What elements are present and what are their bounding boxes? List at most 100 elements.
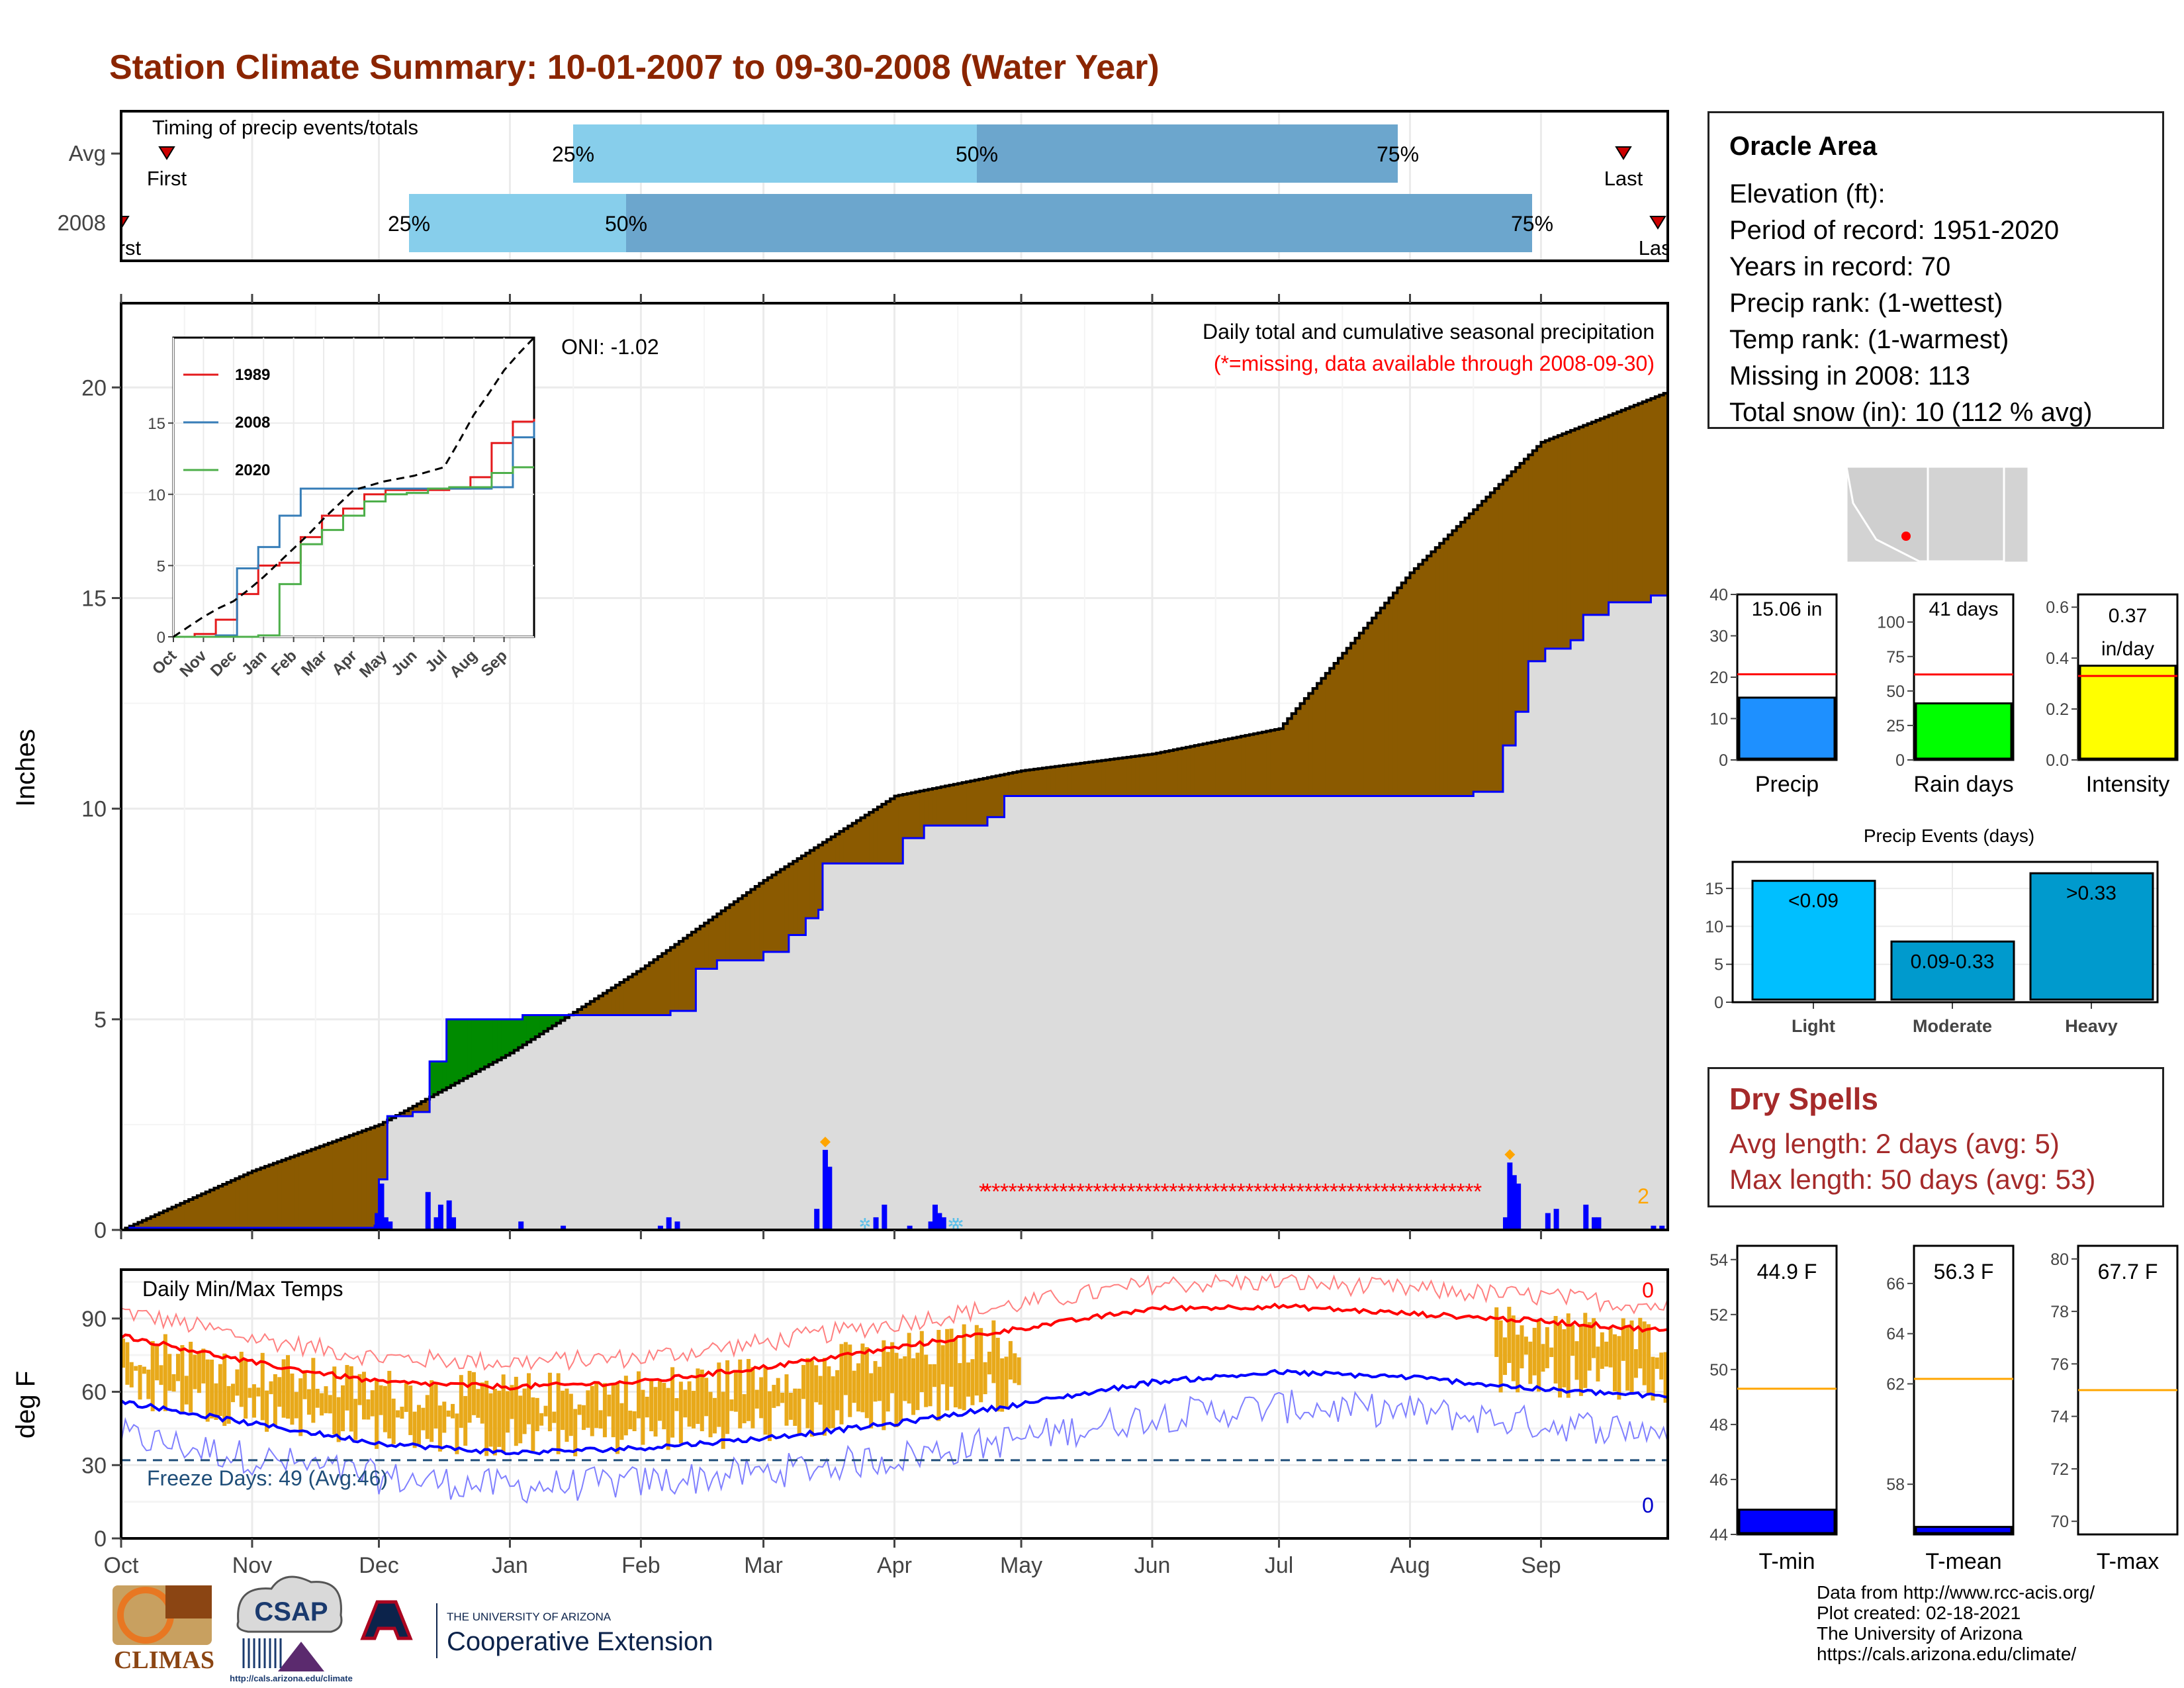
daily-precip-bar [375,1213,381,1230]
daily-temp-bar [1017,1357,1021,1385]
first-label: First [147,167,187,190]
missing-data-asterisk: * [1312,1180,1321,1205]
snow-marker: ✲ [948,1215,960,1232]
deficit-area [924,790,929,826]
timing-bar-50-75 [977,124,1398,183]
summary-y-tick-label: 10 [1709,710,1728,729]
deficit-area [717,914,722,961]
daily-temp-bar [547,1372,552,1432]
ua-logo-line1: THE UNIVERSITY OF ARIZONA [447,1611,612,1623]
missing-data-asterisk: * [1126,1180,1135,1205]
daily-temp-bar [1621,1318,1625,1361]
daily-temp-bar [535,1397,539,1432]
deficit-area [594,998,600,1015]
deficit-area [1148,754,1153,796]
surplus-area [437,1061,443,1093]
daily-temp-bar [729,1399,734,1411]
missing-data-asterisk: * [1397,1180,1406,1205]
daily-temp-bar [1570,1325,1575,1356]
daily-temp-bar [573,1409,578,1456]
timing-row-label: Avg [69,141,106,165]
deficit-area [1427,555,1432,796]
deficit-area [150,1216,156,1228]
missing-data-asterisk: * [1203,1180,1211,1205]
daily-precip-bar [1545,1213,1551,1230]
deficit-area [171,1207,177,1228]
daily-temp-bar [366,1399,371,1420]
deficit-area [1633,405,1639,602]
deficit-area [1431,551,1436,796]
daily-temp-bar [949,1329,954,1387]
deficit-area [1570,430,1576,641]
deficit-area [1017,771,1022,796]
deficit-area [239,1176,244,1228]
deficit-area [1283,724,1288,796]
summary-y-tick-label: 30 [1709,628,1728,646]
daily-temp-bar [248,1387,252,1398]
missing-data-asterisk: * [1245,1180,1253,1205]
daily-temp-bar [818,1376,823,1405]
daily-temp-bar [561,1390,565,1430]
deficit-area [1059,765,1064,796]
daily-temp-bar [408,1385,413,1435]
deficit-area [1342,653,1347,796]
daily-temp-bar [1633,1349,1638,1378]
daily-temp-bar [265,1390,269,1432]
daily-temp-bar [150,1341,155,1411]
deficit-area [1262,731,1267,796]
deficit-area [1021,771,1026,796]
deficit-area [231,1180,236,1228]
deficit-area [1625,408,1631,602]
deficit-area [159,1213,164,1228]
daily-temp-bar [1516,1335,1520,1393]
missing-data-asterisk: * [1025,1180,1034,1205]
daily-temp-bar [747,1358,751,1421]
temp-bar-frame [1913,1244,2015,1536]
deficit-area [375,1126,380,1226]
surplus-area [471,1019,477,1074]
missing-data-asterisk: * [1211,1180,1220,1205]
missing-data-asterisk: * [979,1180,987,1205]
missing-data-asterisk: * [1009,1180,1017,1205]
daily-temp-bar [611,1384,615,1438]
temp-bar-y-tick-label: 64 [1886,1325,1905,1344]
daily-temp-bar [565,1388,569,1442]
deficit-area [928,789,933,826]
daily-temp-bar [387,1370,392,1439]
deficit-area [1114,759,1119,796]
daily-precip-bar [814,1209,820,1230]
deficit-area [1270,730,1275,796]
deficit-area [818,845,823,910]
daily-temp-bar [1612,1334,1617,1391]
daily-temp-bar [471,1372,476,1415]
month-label: Apr [877,1553,912,1578]
main-chart-title: Daily total and cumulative seasonal prec… [1203,320,1655,344]
daily-temp-bar [700,1370,704,1432]
timing-50-label: 50% [605,212,647,236]
deficit-area [1304,698,1309,796]
deficit-area [1414,568,1419,796]
daily-temp-bar [708,1391,713,1438]
inset-average-line [173,336,535,638]
daily-temp-bar [1651,1356,1655,1401]
daily-temp-bar [873,1361,878,1402]
precip-events-frame [1731,861,2159,1004]
missing-data-asterisk: * [1355,1180,1363,1205]
daily-temp-bar [357,1374,362,1405]
daily-temp-bar [670,1367,675,1438]
deficit-area [1612,413,1617,602]
daily-temp-bar [167,1354,172,1391]
deficit-area [1093,761,1098,796]
deficit-area [742,895,747,961]
daily-temp-bar [286,1355,291,1419]
daily-temp-bar [649,1381,654,1432]
temp-bar-y-tick-label: 48 [1709,1416,1728,1434]
daily-temp-bar [222,1353,227,1427]
deficit-area [886,801,891,864]
deficit-area [772,874,777,952]
deficit-area [1135,756,1140,796]
month-label: May [1000,1553,1042,1578]
daily-temp-bar [281,1359,286,1418]
daily-temp-bar [556,1373,561,1454]
daily-temp-bar [797,1388,801,1436]
